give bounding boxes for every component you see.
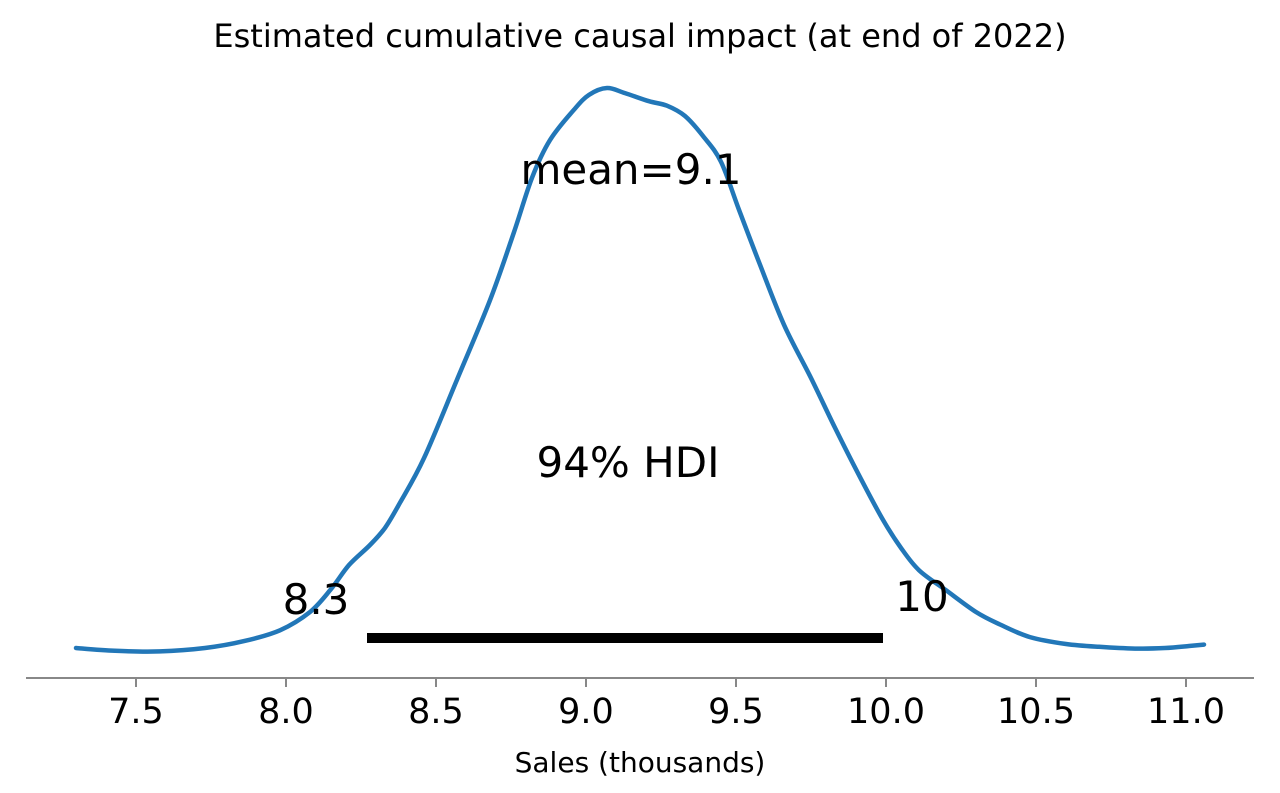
x-tick-label-7.5: 7.5 xyxy=(108,692,164,732)
mean-label: mean=9.1 xyxy=(520,145,741,194)
hdi-bar xyxy=(367,633,883,643)
hdi-label: 94% HDI xyxy=(536,438,719,487)
hdi-upper-label: 10 xyxy=(895,572,948,621)
x-tick-label-10.5: 10.5 xyxy=(997,692,1075,732)
x-tick-label-11.0: 11.0 xyxy=(1147,692,1225,732)
x-tick-label-9.5: 9.5 xyxy=(708,692,764,732)
x-tick-label-8.5: 8.5 xyxy=(408,692,464,732)
x-axis-ticks xyxy=(135,678,1187,687)
x-axis-label: Sales (thousands) xyxy=(515,746,766,779)
chart-title: Estimated cumulative causal impact (at e… xyxy=(213,17,1066,55)
hdi-lower-label: 8.3 xyxy=(283,575,350,624)
x-tick-label-8.0: 8.0 xyxy=(258,692,314,732)
x-tick-label-9.0: 9.0 xyxy=(558,692,614,732)
x-tick-label-10.0: 10.0 xyxy=(847,692,925,732)
annotations: mean=9.1 94% HDI 8.3 10 xyxy=(283,145,949,624)
kde-curve xyxy=(73,85,1207,654)
x-axis-tick-labels: 7.5 8.0 8.5 9.0 9.5 10.0 10.5 11.0 xyxy=(108,692,1225,732)
